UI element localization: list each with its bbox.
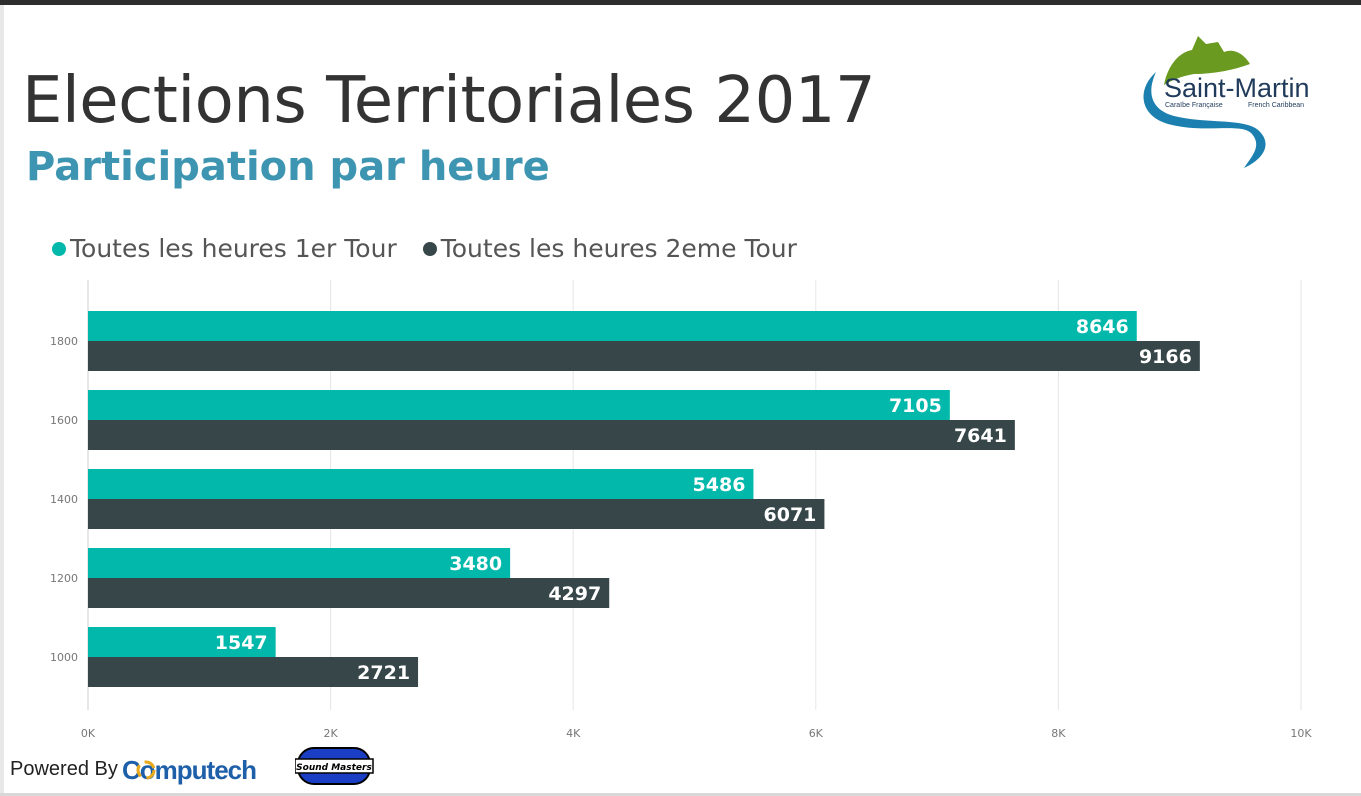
logo-ribbon-shape: [1143, 72, 1266, 168]
legend-dot-series-2: [422, 241, 437, 256]
legend-item-series-2[interactable]: Toutes les heures 2eme Tour: [422, 234, 797, 263]
data-label: 4297: [548, 583, 601, 605]
sound-masters-band: [295, 758, 374, 774]
x-tick-label: 2K: [323, 727, 338, 740]
legend-item-series-1[interactable]: Toutes les heures 1er Tour: [52, 234, 397, 263]
bar-tour2: [88, 420, 1015, 450]
bar-tour1: [88, 469, 754, 499]
x-tick-label: 10K: [1290, 727, 1312, 740]
computech-o-ring: [136, 760, 156, 780]
data-label: 2721: [357, 662, 410, 684]
bar-tour2: [88, 657, 419, 687]
chart-subtitle: Participation par heure: [26, 144, 550, 190]
computech-logo: Computech: [122, 755, 257, 785]
logo-hill-shape: [1164, 36, 1250, 85]
bar-tour2: [88, 499, 825, 529]
data-label: 1547: [215, 632, 268, 654]
legend-dot-series-1: [52, 241, 66, 256]
computech-wordmark: Computech: [122, 755, 256, 785]
page-bottom-edge: [0, 793, 1361, 796]
chart-title: Elections Territoriales 2017: [22, 64, 876, 138]
chart-legend: Toutes les heures 1er Tour Toutes les he…: [52, 234, 823, 263]
window-top-strip: [0, 0, 1361, 5]
y-tick-label: 1800: [50, 335, 78, 348]
data-label: 7105: [889, 395, 942, 417]
bar-tour1: [88, 548, 511, 578]
bar-tour1: [88, 390, 950, 420]
data-label: 6071: [764, 504, 817, 526]
page-left-edge: [0, 5, 4, 796]
x-tick-label: 0K: [81, 727, 96, 740]
y-tick-label: 1400: [50, 493, 78, 506]
bar-tour1: [88, 311, 1137, 341]
y-tick-label: 1200: [50, 572, 78, 585]
bar-tour2: [88, 578, 610, 608]
logo-wordmark: Saint-Martin: [1164, 73, 1310, 103]
y-tick-label: 1600: [50, 414, 78, 427]
data-label: 9166: [1139, 346, 1192, 368]
saint-martin-logo: Saint-Martin Caraïbe Française French Ca…: [1143, 36, 1310, 168]
data-label: 7641: [954, 425, 1007, 447]
data-label: 8646: [1076, 316, 1129, 338]
logo-tagline-right: French Caribbean: [1248, 102, 1304, 109]
data-label: 5486: [693, 474, 746, 496]
sound-masters-wordmark: Sound Masters: [296, 763, 372, 773]
bar-chart: 0K 2K 4K 6K 8K 10K 1800 8646 9166 1600 7105 7641 140…: [50, 280, 1312, 740]
logo-tagline-left: Caraïbe Française: [1165, 102, 1223, 109]
bar-tour2: [88, 341, 1200, 371]
legend-label-series-2: Toutes les heures 2eme Tour: [440, 234, 797, 263]
x-tick-label: 8K: [1051, 727, 1066, 740]
data-label: 3480: [449, 553, 502, 575]
y-tick-label: 1000: [50, 651, 78, 664]
x-tick-label: 4K: [566, 727, 581, 740]
legend-label-series-1: Toutes les heures 1er Tour: [70, 234, 397, 263]
powered-by-label: Powered By: [10, 758, 118, 780]
x-tick-label: 6K: [809, 727, 824, 740]
sound-masters-logo: Sound Masters: [295, 747, 374, 785]
bar-tour1: [88, 627, 276, 657]
